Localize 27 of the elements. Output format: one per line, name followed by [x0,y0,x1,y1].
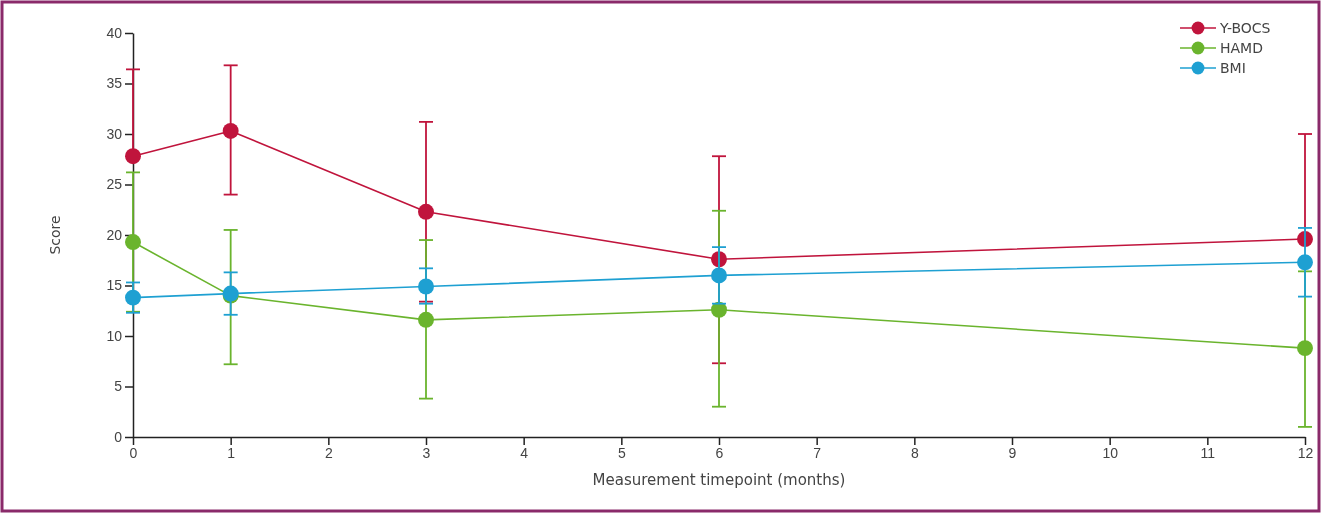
x-tick-label: 0 [129,444,138,461]
legend-label: HAMD [1220,40,1263,56]
x-tick-label: 4 [520,444,529,461]
x-tick-label: 2 [324,444,333,461]
y-tick-label: 20 [106,226,123,243]
x-tick-label: 5 [617,444,626,461]
y-tick-label: 5 [114,378,123,395]
legend-label: Y-BOCS [1219,20,1271,36]
x-tick-label: 9 [1008,444,1017,461]
x-tick-label: 3 [422,444,431,461]
x-tick-label: 7 [813,444,822,461]
x-tick-label: 8 [910,444,919,461]
y-axis-title: Score [47,215,63,255]
x-axis-title: Measurement timepoint (months) [592,471,846,489]
legend-label: BMI [1220,60,1246,76]
y-tick-label: 30 [106,125,123,142]
y-tick-label: 0 [114,428,123,445]
x-tick-label: 12 [1297,444,1314,461]
y-tick-label: 25 [106,176,123,193]
y-tick-label: 40 [106,24,123,41]
y-tick-label: 15 [106,277,123,294]
x-tick-label: 11 [1200,444,1216,461]
y-tick-label: 35 [106,75,123,92]
y-tick-label: 10 [106,327,123,344]
x-tick-label: 1 [227,444,236,461]
x-tick-label: 6 [715,444,724,461]
x-tick-label: 10 [1102,444,1119,461]
